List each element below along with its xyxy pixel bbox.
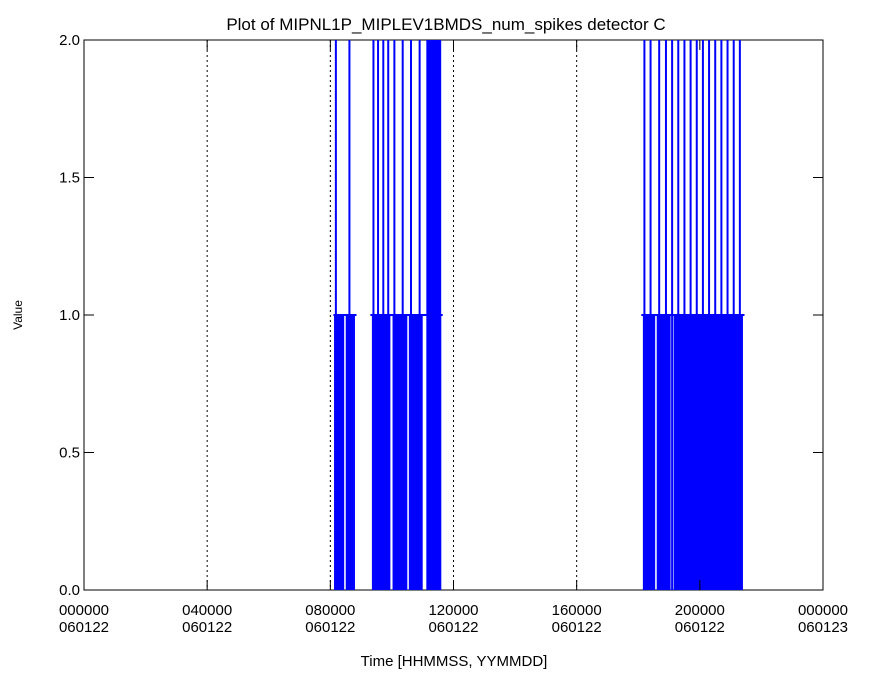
x-tick-label-time: 120000	[428, 602, 478, 619]
x-axis: 0000000601220400000601220800000601221200…	[59, 40, 848, 636]
x-tick-label-date: 060122	[305, 619, 355, 636]
y-tick-label: 1.0	[59, 307, 80, 324]
filled-interval	[642, 315, 656, 590]
filled-interval	[371, 315, 391, 590]
gridlines	[206, 40, 578, 590]
x-tick-label-date: 060122	[59, 619, 109, 636]
x-tick-label-time: 000000	[59, 602, 109, 619]
y-axis-label: Value	[11, 300, 25, 330]
x-tick-label-time: 000000	[798, 602, 848, 619]
filled-interval	[334, 315, 345, 590]
x-tick-label-date: 060123	[798, 619, 848, 636]
x-tick-label-date: 060122	[675, 619, 725, 636]
chart-title: Plot of MIPNL1P_MIPLEV1BMDS_num_spikes d…	[226, 15, 665, 34]
x-tick-label-date: 060122	[428, 619, 478, 636]
y-tick-label: 2.0	[59, 32, 80, 49]
y-axis: 0.0 0.5 1.0 1.5 2.0	[59, 32, 823, 599]
filled-interval	[656, 315, 671, 590]
x-tick-label-date: 060122	[182, 619, 232, 636]
x-tick-label-date: 060122	[552, 619, 602, 636]
x-tick-label-time: 040000	[182, 602, 232, 619]
y-tick-label: 0.5	[59, 445, 80, 462]
x-tick-label-time: 080000	[305, 602, 355, 619]
data-layer	[333, 40, 745, 590]
y-tick-label: 1.5	[59, 170, 80, 187]
dense-burst	[427, 40, 442, 590]
x-tick-label-time: 200000	[675, 602, 725, 619]
x-axis-label: Time [HHMMSS, YYMMDD]	[361, 653, 548, 670]
x-tick-label-time: 160000	[552, 602, 602, 619]
y-tick-label: 0.0	[59, 582, 80, 599]
